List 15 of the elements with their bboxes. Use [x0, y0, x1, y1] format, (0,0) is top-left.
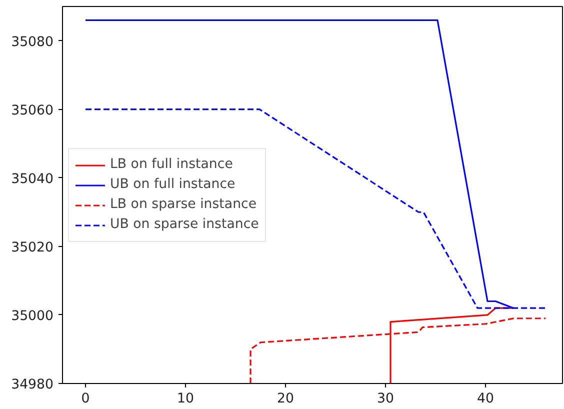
x-tick-label: 40 — [477, 392, 494, 406]
x-tick-label: 20 — [277, 392, 294, 406]
legend-label: UB on full instance — [110, 177, 236, 192]
x-tick-label: 0 — [81, 392, 90, 406]
y-tick-label: 34980 — [11, 378, 54, 392]
y-tick-label: 35020 — [11, 240, 54, 256]
y-tick-label: 35080 — [11, 34, 54, 50]
y-tick-label: 35000 — [11, 308, 54, 324]
x-tick-label: 10 — [177, 392, 194, 406]
y-tick-label: 35060 — [11, 103, 54, 118]
legend-label: UB on sparse instance — [110, 217, 259, 232]
y-tick-label: 35040 — [11, 172, 54, 187]
x-tick-label: 30 — [377, 392, 394, 406]
legend-label: LB on sparse instance — [110, 197, 257, 212]
legend-label: LB on full instance — [110, 157, 233, 172]
